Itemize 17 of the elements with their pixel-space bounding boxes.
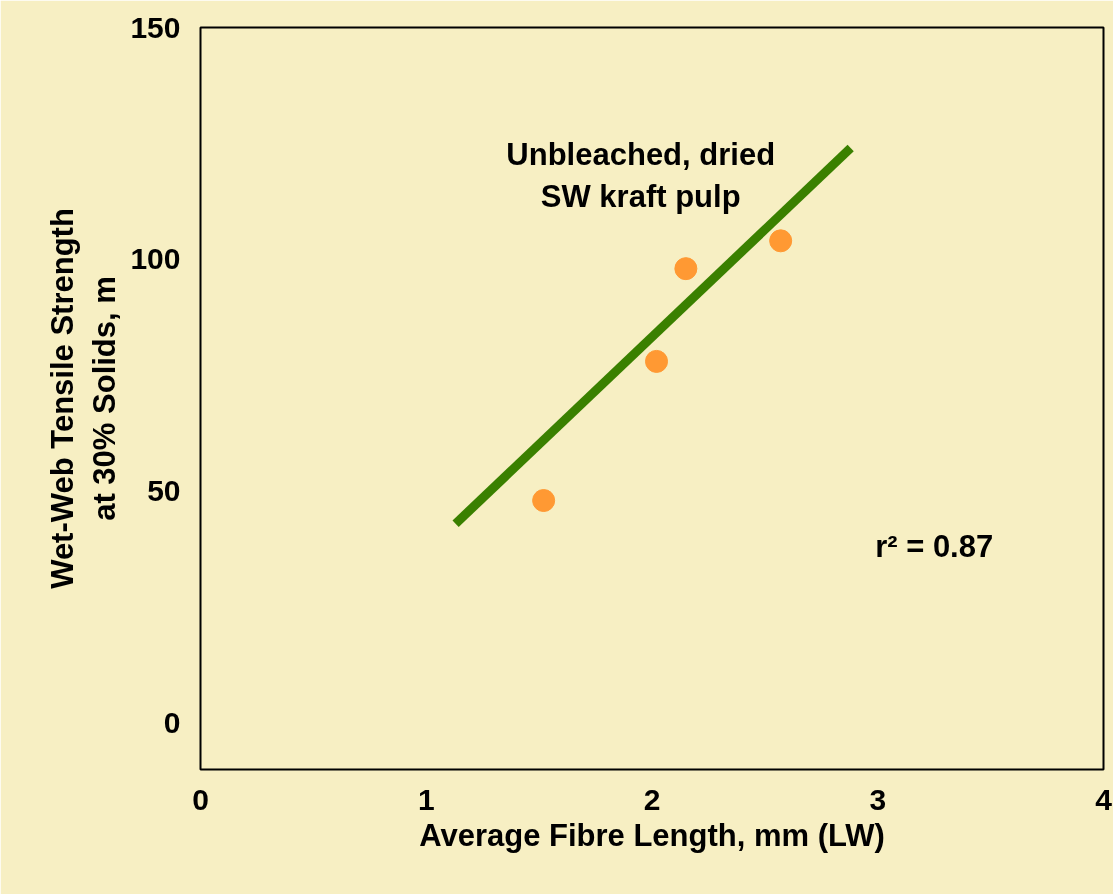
annotation: Unbleached, dried SW kraft pulp bbox=[506, 137, 776, 215]
annotation: r² = 0.87 bbox=[875, 529, 994, 565]
y-tick-label: 50 bbox=[147, 474, 181, 508]
y-tick-label: 0 bbox=[163, 706, 181, 740]
y-tick-label: 150 bbox=[130, 10, 181, 44]
x-tick-label: 2 bbox=[643, 782, 661, 816]
x-tick-label: 4 bbox=[1095, 782, 1113, 816]
x-tick-label: 1 bbox=[417, 782, 435, 816]
point bbox=[769, 229, 793, 253]
point bbox=[645, 349, 669, 373]
x-tick-label: 3 bbox=[869, 782, 887, 816]
x-tick-label: 0 bbox=[192, 782, 209, 816]
x-axis-title: Average Fibre Length, mm (LW) bbox=[419, 817, 885, 853]
point bbox=[532, 489, 556, 512]
point bbox=[674, 257, 698, 281]
y-axis-title: Wet-Web Tensile Strength at 30% Solids, m bbox=[45, 208, 123, 589]
y-tick-label: 100 bbox=[130, 242, 181, 276]
